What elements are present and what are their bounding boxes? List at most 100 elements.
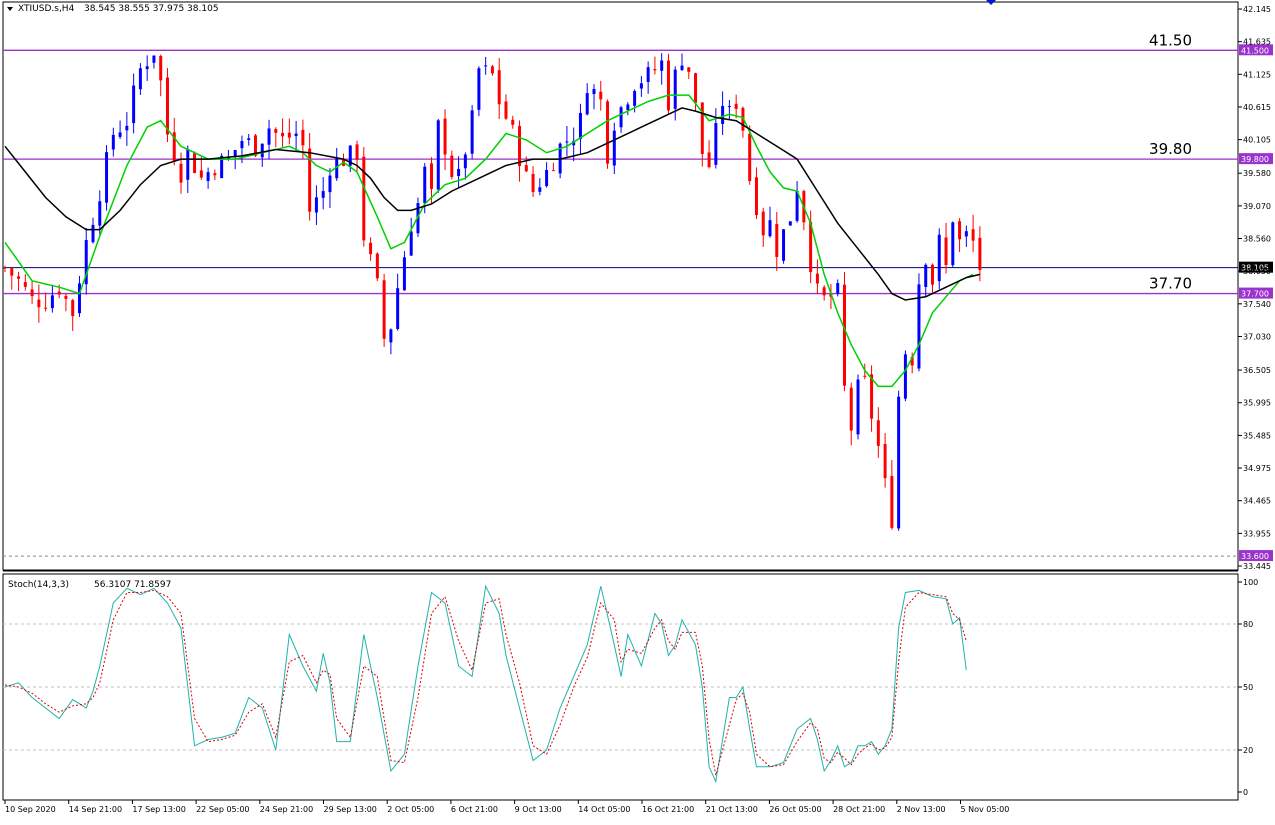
symbol-label: XTIUSD.s,H4 xyxy=(18,4,75,14)
candle-body xyxy=(754,177,758,216)
chart-menu-triangle-icon[interactable] xyxy=(7,7,13,11)
candle-body xyxy=(937,234,941,282)
candle-body xyxy=(328,175,332,193)
time-tick-label: 24 Sep 21:00 xyxy=(260,805,313,814)
candle-body xyxy=(477,68,481,110)
candle-body xyxy=(369,242,373,255)
candle-body xyxy=(876,420,880,446)
price-tick-label: 34.975 xyxy=(1243,464,1271,473)
price-tick-label: 36.505 xyxy=(1243,366,1271,375)
candle-body xyxy=(247,138,251,140)
candle-body xyxy=(375,253,379,279)
level-label: 39.80 xyxy=(1149,140,1192,158)
candle-body xyxy=(524,165,528,172)
time-tick-label: 14 Oct 05:00 xyxy=(578,805,630,814)
candle-body xyxy=(531,173,535,192)
candle-body xyxy=(795,190,799,221)
candle-body xyxy=(653,69,657,71)
candle-body xyxy=(118,132,122,137)
candle-body xyxy=(64,295,68,299)
stoch-values-label: 56.3107 71.8597 xyxy=(94,580,171,590)
candle-body xyxy=(450,155,454,177)
candle-body xyxy=(707,152,711,168)
candlesticks xyxy=(3,53,982,531)
price-tick-label: 37.540 xyxy=(1243,300,1271,309)
candle-body xyxy=(924,264,928,287)
candle-body xyxy=(362,156,366,241)
candle-body xyxy=(457,168,461,177)
candle-body xyxy=(111,134,115,150)
candle-body xyxy=(890,475,894,528)
candle-body xyxy=(606,101,610,164)
horizontal-levels: 41.50 41.500 39.80 39.800 37.70 37.700 33.600 3… xyxy=(3,31,1273,562)
stoch-tick-label: 100 xyxy=(1243,578,1258,587)
slow-ma-line xyxy=(4,107,981,301)
price-tick-label: 33.445 xyxy=(1243,562,1271,571)
candle-body xyxy=(870,374,874,419)
candle-body xyxy=(687,67,691,72)
price-tick-label: 41.635 xyxy=(1243,38,1271,47)
candle-body xyxy=(193,152,197,173)
candle-body xyxy=(470,110,474,154)
candle-body xyxy=(849,387,853,431)
candle-body xyxy=(423,166,427,204)
candle-body xyxy=(260,143,264,158)
candle-body xyxy=(10,268,14,276)
level-price-tag xyxy=(1239,153,1273,165)
candle-body xyxy=(436,120,440,190)
candle-body xyxy=(809,221,813,273)
candle-body xyxy=(944,237,948,266)
candle-body xyxy=(294,133,298,137)
candle-body xyxy=(551,170,555,172)
candle-body xyxy=(430,163,434,189)
price-tick-label: 34.465 xyxy=(1243,497,1271,506)
candle-body xyxy=(504,101,508,119)
stoch-main-line xyxy=(4,584,967,784)
candle-body xyxy=(538,187,542,192)
candle-body xyxy=(409,231,413,256)
candle-body xyxy=(856,379,860,435)
candle-body xyxy=(23,282,27,287)
candle-body xyxy=(308,148,312,212)
candle-body xyxy=(382,280,386,339)
price-tick-label: 33.955 xyxy=(1243,529,1271,538)
level-price-tag xyxy=(1239,44,1273,56)
candle-body xyxy=(511,119,515,125)
candle-body xyxy=(903,354,907,399)
candle-body xyxy=(152,55,156,63)
time-axis: 10 Sep 2020 14 Sep 21:00 17 Sep 13:00 22 Se… xyxy=(4,800,1009,814)
level-price-tag-label: 37.700 xyxy=(1241,290,1269,299)
stoch-tick-label: 50 xyxy=(1243,683,1253,692)
candle-body xyxy=(700,102,704,155)
candle-body xyxy=(518,125,522,166)
candle-body xyxy=(930,264,934,285)
candle-body xyxy=(463,154,467,169)
stoch-tick-label: 80 xyxy=(1243,620,1253,629)
current-price-tag-label: 38.105 xyxy=(1241,264,1269,273)
stochastic-lines: 100 80 50 20 0 xyxy=(3,578,1258,797)
candle-body xyxy=(721,105,725,124)
price-tick-label: 41.125 xyxy=(1243,70,1271,79)
candle-body xyxy=(37,299,41,308)
level-label: 37.70 xyxy=(1149,275,1192,293)
candle-body xyxy=(842,284,846,386)
candle-body xyxy=(3,267,7,269)
candle-body xyxy=(694,73,698,103)
level-price-tag-label: 33.600 xyxy=(1241,552,1269,561)
candle-body xyxy=(402,257,406,291)
moving-averages xyxy=(4,94,981,388)
candle-body xyxy=(213,173,217,176)
candle-body xyxy=(599,91,603,100)
candle-body xyxy=(578,112,582,140)
price-tick-label: 37.030 xyxy=(1243,332,1271,341)
candle-body xyxy=(138,68,142,90)
candle-body xyxy=(768,220,772,237)
stoch-label: Stoch(14,3,3) xyxy=(8,580,69,590)
candle-body xyxy=(680,65,684,70)
candle-body xyxy=(233,150,237,158)
candle-body xyxy=(17,276,21,279)
price-tick-label: 40.105 xyxy=(1243,136,1271,145)
candle-body xyxy=(91,224,95,243)
